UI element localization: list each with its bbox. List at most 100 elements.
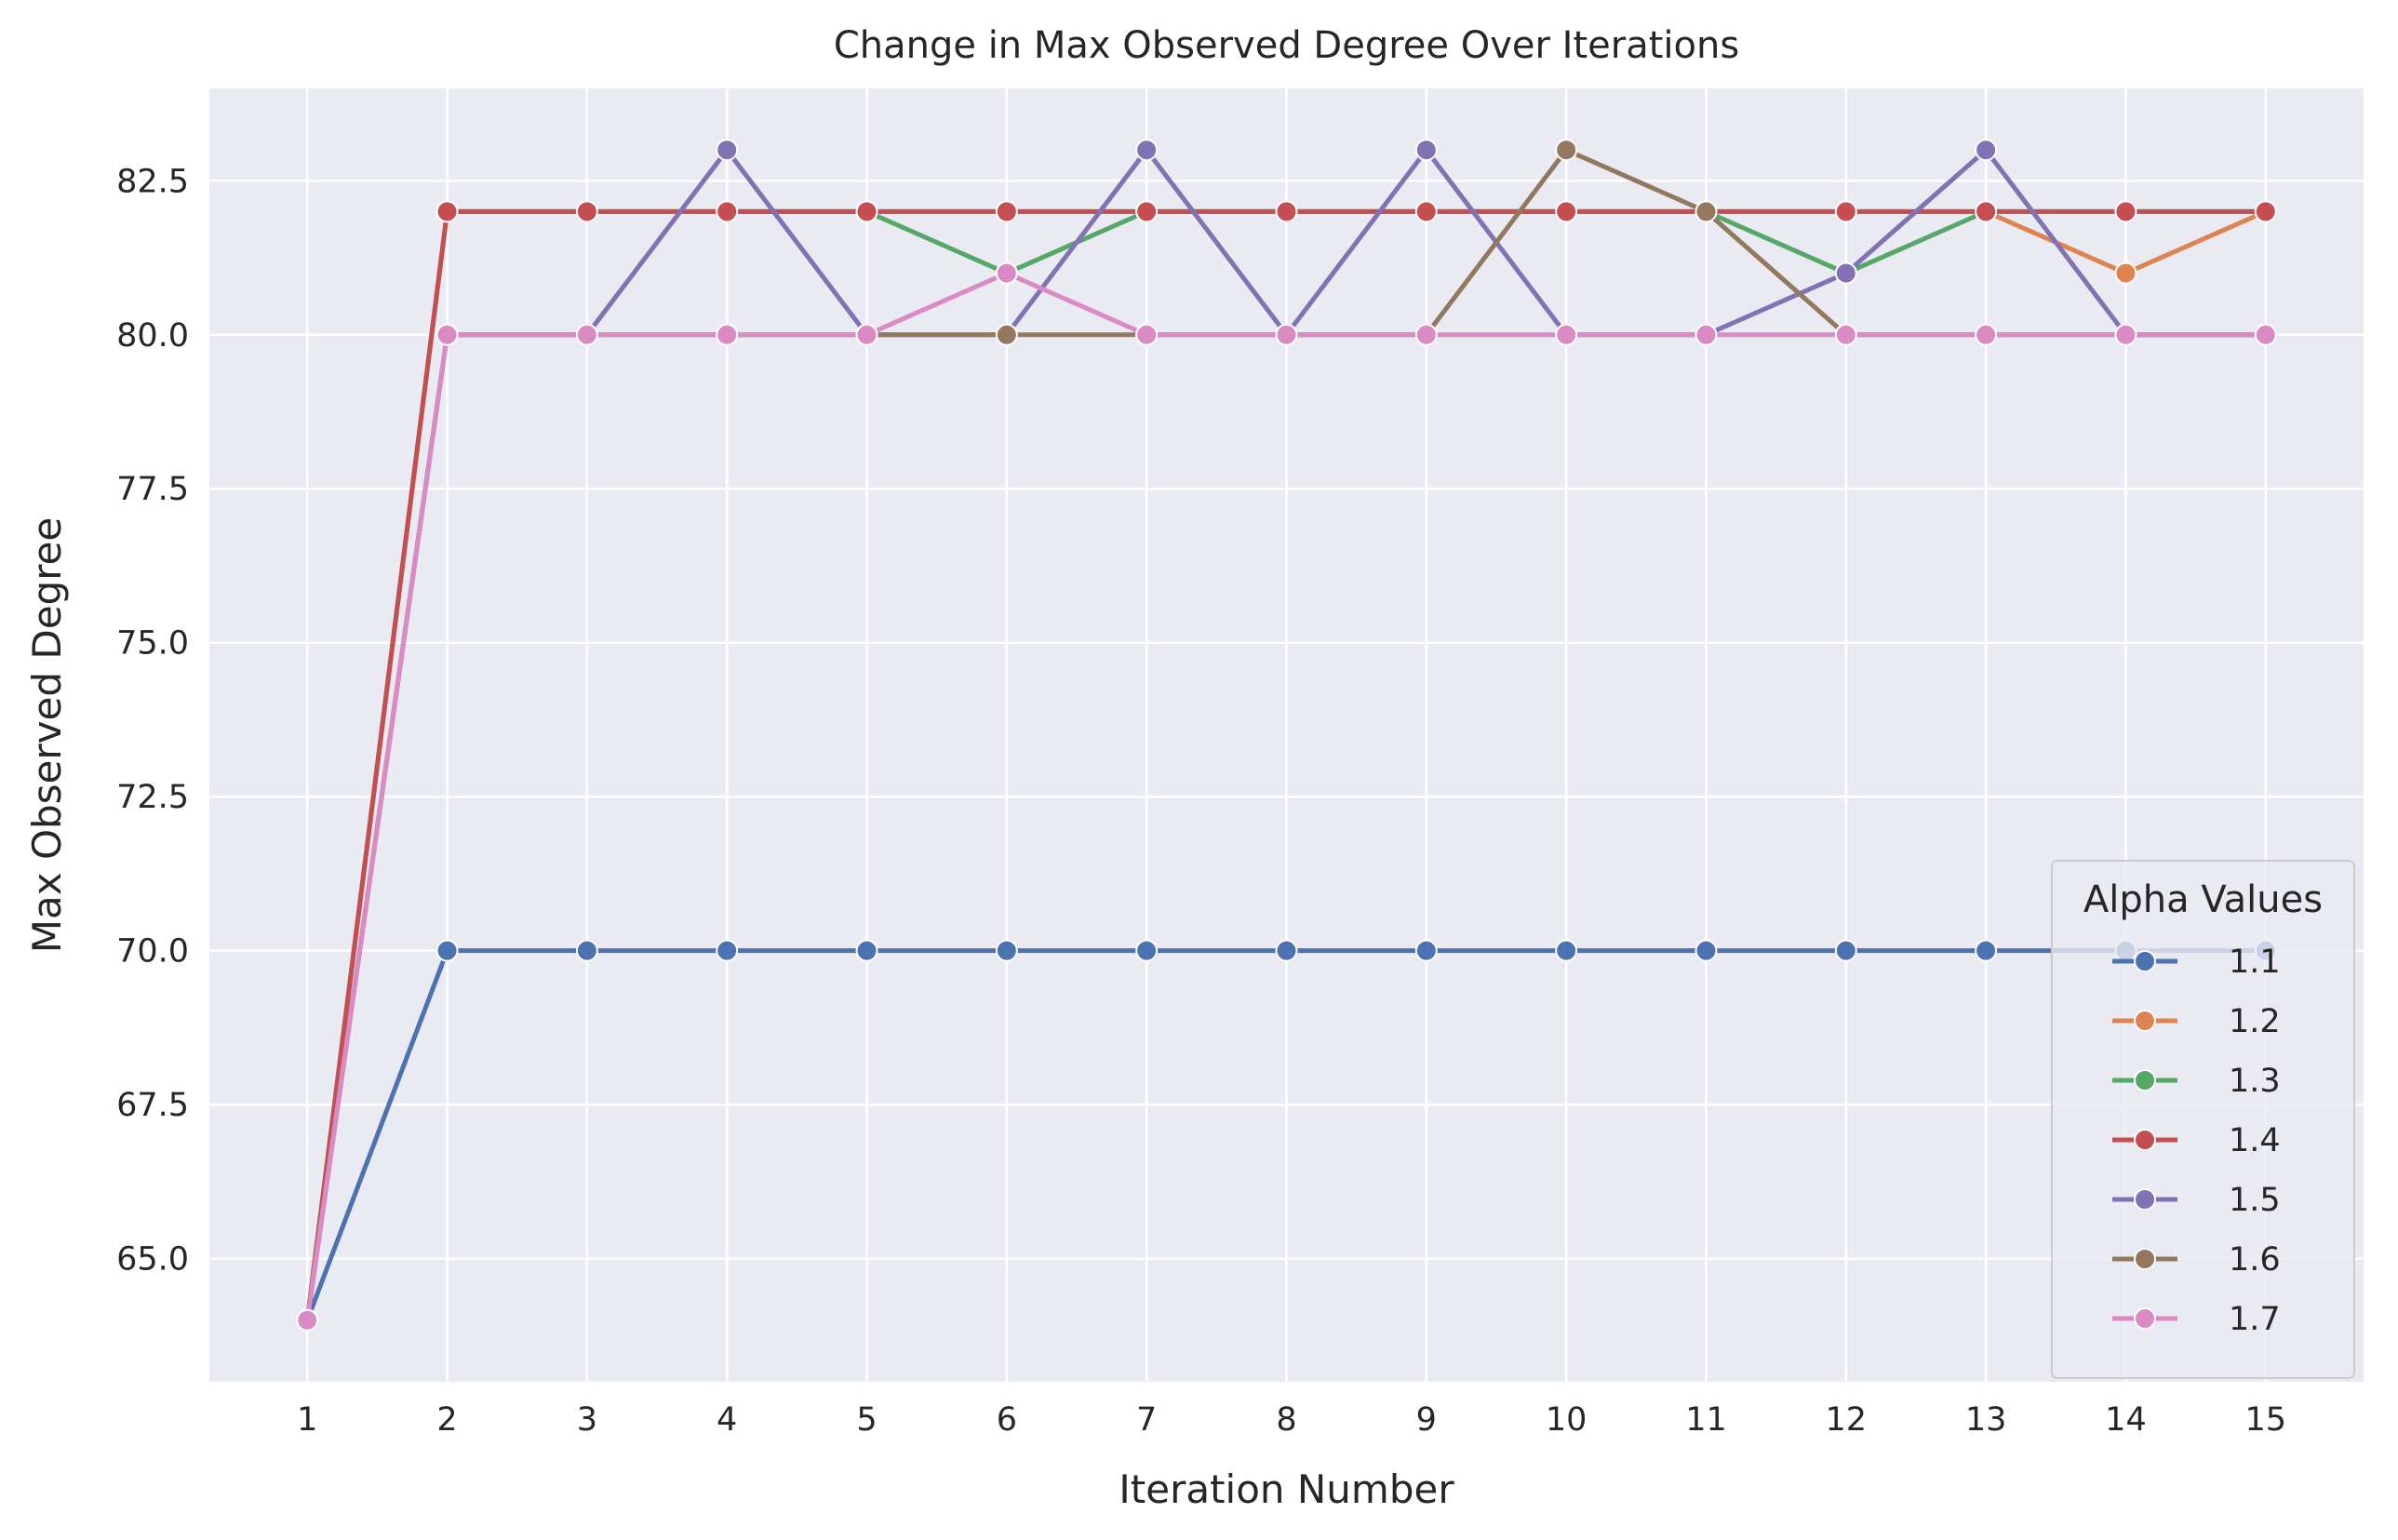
x-tick-label: 4	[717, 1401, 737, 1439]
data-point	[1414, 139, 1438, 162]
x-tick-label: 9	[1416, 1401, 1437, 1439]
y-tick-label: 77.5	[116, 471, 189, 508]
legend-item: 1.1	[2112, 944, 2281, 981]
data-point	[995, 261, 1018, 285]
series-layer	[296, 139, 2277, 1332]
y-tick-label: 75.0	[116, 625, 189, 663]
x-tick-label: 14	[2105, 1401, 2147, 1439]
data-point	[995, 323, 1018, 346]
data-point	[575, 323, 598, 346]
data-point	[1414, 323, 1438, 346]
data-point	[1695, 323, 1718, 346]
legend-item: 1.5	[2112, 1182, 2281, 1219]
data-point	[1414, 200, 1438, 223]
legend-marker	[2134, 1129, 2156, 1151]
data-point	[855, 939, 878, 962]
legend-label: 1.6	[2229, 1241, 2281, 1279]
y-axis-label: Max Observed Degree	[24, 517, 70, 953]
legend-marker	[2134, 1069, 2156, 1091]
legend-label: 1.7	[2229, 1301, 2281, 1338]
data-point	[2254, 323, 2277, 346]
data-point	[2114, 261, 2137, 285]
data-point	[435, 323, 459, 346]
y-tick-label: 72.5	[116, 779, 189, 816]
legend-item: 1.7	[2112, 1301, 2281, 1338]
data-point	[1975, 139, 1998, 162]
data-point	[575, 200, 598, 223]
data-point	[1135, 139, 1159, 162]
legend-marker	[2134, 950, 2156, 972]
data-point	[1975, 939, 1998, 962]
data-point	[1555, 139, 1578, 162]
data-point	[716, 323, 739, 346]
y-axis-ticks: 65.0 67.5 70.0 72.5 75.0 77.5 80.0 82.5	[116, 163, 189, 1278]
legend-title: Alpha Values	[2083, 878, 2323, 921]
x-tick-label: 7	[1136, 1401, 1157, 1439]
data-point	[1695, 200, 1718, 223]
data-point	[1275, 200, 1298, 223]
data-point	[1834, 939, 1857, 962]
data-point	[2114, 200, 2137, 223]
y-tick-label: 67.5	[116, 1087, 189, 1124]
data-point	[716, 939, 739, 962]
data-point	[1695, 939, 1718, 962]
data-point	[1834, 323, 1857, 346]
x-axis-label: Iteration Number	[1119, 1466, 1454, 1512]
x-tick-label: 6	[997, 1401, 1017, 1439]
x-tick-label: 15	[2244, 1401, 2286, 1439]
data-point	[1135, 939, 1159, 962]
data-point	[1275, 939, 1298, 962]
x-tick-label: 2	[436, 1401, 457, 1439]
x-tick-label: 3	[577, 1401, 597, 1439]
data-point	[1834, 200, 1857, 223]
x-tick-label: 12	[1826, 1401, 1868, 1439]
data-point	[1555, 323, 1578, 346]
x-tick-label: 10	[1546, 1401, 1588, 1439]
data-point	[716, 139, 739, 162]
legend-label: 1.1	[2229, 944, 2281, 981]
data-point	[995, 939, 1018, 962]
legend-label: 1.5	[2229, 1182, 2281, 1219]
data-point	[855, 323, 878, 346]
x-tick-label: 1	[297, 1401, 317, 1439]
legend-items: 1.1 1.2 1.3 1.4 1.5 1.6 1.7	[2112, 944, 2281, 1338]
data-point	[1555, 939, 1578, 962]
series-1-7	[296, 261, 2277, 1332]
legend-label: 1.2	[2229, 1003, 2281, 1040]
data-point	[1275, 323, 1298, 346]
data-point	[435, 200, 459, 223]
y-tick-label: 65.0	[116, 1241, 189, 1279]
legend-item: 1.6	[2112, 1241, 2281, 1279]
data-point	[995, 200, 1018, 223]
data-point	[1414, 939, 1438, 962]
x-tick-label: 11	[1685, 1401, 1727, 1439]
legend-label: 1.3	[2229, 1063, 2281, 1100]
data-point	[435, 939, 459, 962]
data-point	[296, 1308, 319, 1332]
legend: Alpha Values 1.1 1.2 1.3 1.4 1.5 1.6 1.7	[2051, 860, 2355, 1379]
x-tick-label: 5	[856, 1401, 877, 1439]
chart-title: Change in Max Observed Degree Over Itera…	[834, 24, 1739, 67]
legend-marker	[2134, 1307, 2156, 1330]
x-tick-label: 8	[1276, 1401, 1296, 1439]
data-point	[1975, 200, 1998, 223]
legend-item: 1.3	[2112, 1063, 2281, 1100]
data-point	[1135, 323, 1159, 346]
legend-marker	[2134, 1010, 2156, 1032]
legend-label: 1.4	[2229, 1122, 2281, 1159]
legend-marker	[2134, 1188, 2156, 1211]
legend-item: 1.2	[2112, 1003, 2281, 1040]
x-tick-label: 13	[1965, 1401, 2007, 1439]
data-point	[855, 200, 878, 223]
data-point	[575, 939, 598, 962]
y-tick-label: 80.0	[116, 317, 189, 355]
legend-item: 1.4	[2112, 1122, 2281, 1159]
y-tick-label: 70.0	[116, 933, 189, 971]
x-axis-ticks: 1 2 3 4 5 6 7 8 9 10 11 12 13 14 15	[297, 1401, 2286, 1439]
data-point	[2254, 200, 2277, 223]
data-point	[1975, 323, 1998, 346]
y-tick-label: 82.5	[116, 163, 189, 200]
legend-box	[2051, 860, 2355, 1379]
data-point	[2114, 323, 2137, 346]
